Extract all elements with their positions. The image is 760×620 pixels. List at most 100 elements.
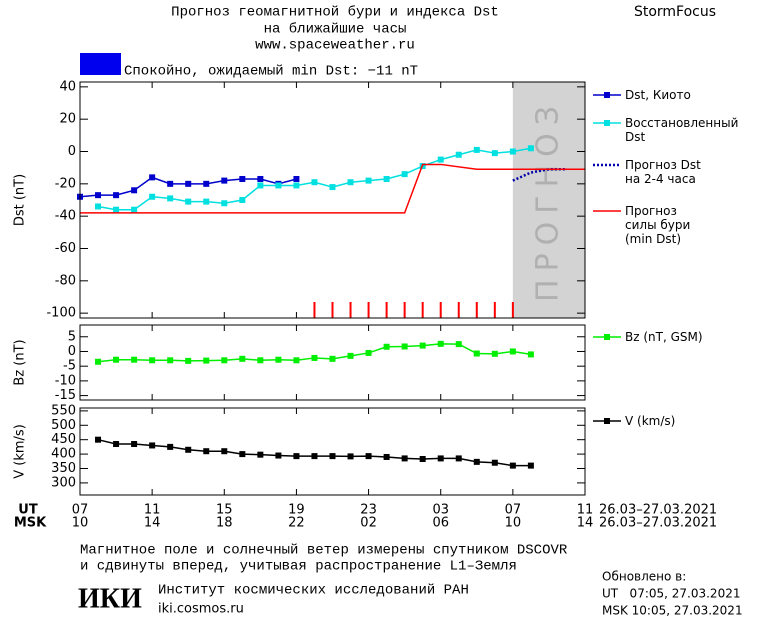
x-tick-label: 22 [288, 516, 305, 531]
point [167, 195, 174, 202]
point [347, 352, 354, 359]
point [473, 458, 480, 465]
point [95, 436, 102, 443]
x-tick-label: 10 [505, 516, 522, 531]
point [491, 150, 498, 157]
point [491, 459, 498, 466]
series-line [80, 163, 585, 214]
msk-label: MSK [14, 516, 47, 531]
y-tick-label: 40 [59, 79, 76, 94]
point [293, 182, 300, 189]
point [221, 177, 228, 184]
y-tick-label: -60 [55, 241, 76, 256]
y-axis-label: Dst (nT) [13, 174, 28, 226]
point [455, 151, 462, 158]
point [95, 358, 102, 365]
status-box [80, 53, 121, 75]
x-tick-label: 11 [144, 503, 161, 518]
x-tick-label: 06 [432, 516, 449, 531]
y-tick-label: 20 [59, 112, 76, 127]
legend-label: Bz (nT, GSM) [625, 330, 703, 344]
point [185, 180, 192, 187]
point [509, 462, 516, 469]
x-tick-label: 02 [360, 516, 377, 531]
series-line [97, 147, 532, 211]
x-tick-label: 19 [288, 503, 305, 518]
series-line [79, 176, 297, 198]
x-tick-label: 07 [505, 503, 522, 518]
point [527, 351, 534, 358]
legend-swatch [604, 334, 610, 340]
status: Спокойно, ожидаемый min Dst: −11 nT [124, 63, 418, 80]
site: iki.cosmos.ru [158, 602, 244, 617]
point [401, 455, 408, 462]
y-tick-label: -10 [55, 373, 76, 388]
point [401, 343, 408, 350]
point [257, 357, 264, 364]
y-tick-label: 0 [68, 344, 76, 359]
point [203, 180, 210, 187]
point [131, 356, 138, 363]
point [473, 146, 480, 153]
point [167, 443, 174, 450]
point [383, 343, 390, 350]
y-tick-label: 450 [51, 432, 76, 447]
point [185, 357, 192, 364]
point [455, 341, 462, 348]
y-tick-label: 400 [51, 447, 76, 462]
x-tick-label: 23 [360, 503, 377, 518]
title: Прогноз геомагнитной бури и индекса Dst [171, 4, 499, 21]
point [455, 455, 462, 462]
point [239, 175, 246, 182]
point [167, 180, 174, 187]
msk-dates: 26.03–27.03.2021 [599, 516, 717, 531]
point [293, 175, 300, 182]
y-tick-label: -20 [55, 176, 76, 191]
point [185, 446, 192, 453]
legend-label: Dst, Киото [625, 88, 691, 102]
logo: ИКИ [78, 583, 142, 614]
x-tick-label: 07 [72, 503, 89, 518]
point [131, 206, 138, 213]
point [113, 192, 120, 199]
point [275, 182, 282, 189]
point [311, 453, 318, 460]
legend-swatch [604, 120, 610, 126]
legend-label: Восстановленный Dst [625, 116, 739, 144]
point [383, 175, 390, 182]
point [383, 453, 390, 460]
point [347, 453, 354, 460]
point [239, 197, 246, 203]
legend-label: V (km/s) [625, 414, 676, 428]
ut-dates: 26.03–27.03.2021 [599, 503, 717, 518]
point [401, 171, 408, 178]
series-line [97, 438, 531, 467]
point [185, 198, 192, 205]
point [221, 200, 228, 207]
y-tick-label: 5 [68, 329, 76, 344]
point [203, 448, 210, 455]
point [113, 356, 120, 363]
footer-note: и сдвинуты вперед, учитывая распростране… [80, 559, 517, 575]
x-tick-label: 11 [577, 503, 594, 518]
point [149, 357, 156, 364]
ut-label: UT [18, 503, 38, 518]
y-tick-label: -5 [63, 359, 76, 374]
y-tick-label: 550 [51, 403, 76, 418]
updated-ut: UT 07:05, 27.03.2021 [602, 587, 740, 601]
updated-msk: MSK 10:05, 27.03.2021 [602, 604, 743, 618]
point [149, 193, 156, 200]
point [239, 355, 246, 362]
point [329, 355, 336, 362]
footer-note: Магнитное поле и солнечный ветер измерен… [80, 542, 568, 559]
point [437, 340, 444, 347]
point [149, 442, 156, 449]
point [167, 357, 174, 364]
legend-label: Прогноз Dst на 2-4 часа [625, 158, 701, 186]
point [113, 441, 120, 448]
point [329, 184, 336, 191]
y-axis-label: V (km/s) [13, 424, 28, 479]
point [203, 198, 210, 205]
point [257, 182, 264, 189]
